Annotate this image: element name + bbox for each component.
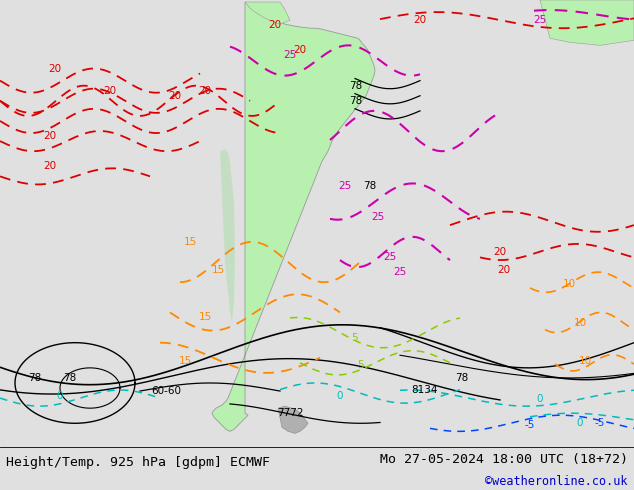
Text: 15: 15 bbox=[183, 237, 197, 247]
Text: 20: 20 bbox=[169, 91, 181, 101]
Text: Mo 27-05-2024 18:00 UTC (18+72): Mo 27-05-2024 18:00 UTC (18+72) bbox=[380, 453, 628, 466]
Text: 25: 25 bbox=[372, 212, 385, 221]
Text: 78: 78 bbox=[349, 96, 363, 106]
Text: 8134: 8134 bbox=[411, 385, 437, 395]
Text: 0: 0 bbox=[577, 418, 583, 428]
Text: 20: 20 bbox=[268, 20, 281, 30]
Text: 10: 10 bbox=[573, 318, 586, 327]
Text: 20: 20 bbox=[198, 86, 212, 96]
Text: Height/Temp. 925 hPa [gdpm] ECMWF: Height/Temp. 925 hPa [gdpm] ECMWF bbox=[6, 456, 270, 468]
Text: 5: 5 bbox=[352, 333, 358, 343]
Text: 20: 20 bbox=[44, 161, 56, 172]
Text: 78: 78 bbox=[63, 373, 77, 383]
Text: 5: 5 bbox=[357, 360, 363, 370]
Text: 78: 78 bbox=[349, 81, 363, 91]
Text: 78: 78 bbox=[455, 373, 469, 383]
Text: 25: 25 bbox=[283, 50, 297, 60]
Polygon shape bbox=[245, 2, 290, 24]
Text: 15: 15 bbox=[211, 265, 224, 275]
Text: 20: 20 bbox=[493, 247, 507, 257]
Text: 15: 15 bbox=[178, 356, 191, 366]
Text: 25: 25 bbox=[393, 267, 406, 277]
Text: 25: 25 bbox=[339, 181, 352, 192]
Text: 0: 0 bbox=[57, 391, 63, 401]
Polygon shape bbox=[220, 149, 235, 322]
Text: 10: 10 bbox=[562, 279, 576, 289]
Text: 20: 20 bbox=[44, 131, 56, 141]
Text: 0: 0 bbox=[537, 394, 543, 404]
Text: 78: 78 bbox=[363, 181, 377, 192]
Text: 15: 15 bbox=[198, 313, 212, 322]
Polygon shape bbox=[278, 406, 308, 433]
Text: 20: 20 bbox=[498, 265, 510, 275]
Text: ©weatheronline.co.uk: ©weatheronline.co.uk bbox=[485, 475, 628, 488]
Text: 25: 25 bbox=[384, 252, 397, 262]
Text: 60-60: 60-60 bbox=[151, 386, 181, 396]
Text: 20: 20 bbox=[48, 64, 61, 74]
Text: 0: 0 bbox=[337, 391, 343, 401]
Text: 25: 25 bbox=[533, 15, 547, 25]
Text: -5: -5 bbox=[595, 418, 605, 428]
Text: 20: 20 bbox=[413, 15, 427, 25]
Text: 20: 20 bbox=[294, 46, 307, 55]
Text: 10: 10 bbox=[578, 356, 592, 366]
Text: 7772: 7772 bbox=[277, 408, 303, 418]
Text: -5: -5 bbox=[525, 420, 535, 430]
Text: 20: 20 bbox=[103, 86, 117, 96]
Polygon shape bbox=[540, 0, 634, 46]
Text: 78: 78 bbox=[29, 373, 42, 383]
Polygon shape bbox=[212, 2, 375, 431]
